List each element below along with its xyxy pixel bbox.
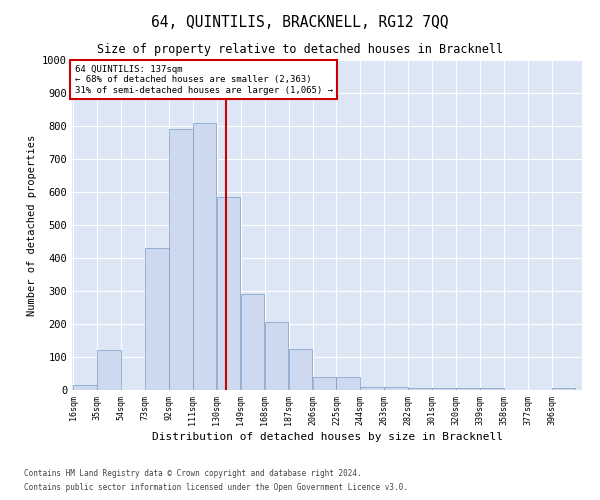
Bar — [480, 388, 503, 390]
Bar — [265, 322, 288, 390]
Text: Contains HM Land Registry data © Crown copyright and database right 2024.: Contains HM Land Registry data © Crown c… — [24, 468, 362, 477]
Bar — [432, 388, 455, 390]
Bar — [552, 388, 575, 390]
Bar — [97, 350, 121, 390]
Bar — [313, 377, 336, 390]
Text: Size of property relative to detached houses in Bracknell: Size of property relative to detached ho… — [97, 42, 503, 56]
Text: 64, QUINTILIS, BRACKNELL, RG12 7QQ: 64, QUINTILIS, BRACKNELL, RG12 7QQ — [151, 15, 449, 30]
Bar — [217, 197, 241, 390]
Bar — [169, 130, 193, 390]
Bar — [145, 248, 169, 390]
Bar — [456, 388, 479, 390]
Y-axis label: Number of detached properties: Number of detached properties — [26, 134, 37, 316]
Bar — [289, 349, 312, 390]
Bar — [384, 386, 408, 390]
Bar — [73, 385, 97, 390]
Bar — [408, 388, 432, 390]
Bar — [193, 122, 217, 390]
Bar — [241, 294, 264, 390]
Text: 64 QUINTILIS: 137sqm
← 68% of detached houses are smaller (2,363)
31% of semi-de: 64 QUINTILIS: 137sqm ← 68% of detached h… — [74, 65, 332, 95]
Text: Contains public sector information licensed under the Open Government Licence v3: Contains public sector information licen… — [24, 484, 408, 492]
Bar — [361, 386, 384, 390]
Bar — [337, 377, 360, 390]
X-axis label: Distribution of detached houses by size in Bracknell: Distribution of detached houses by size … — [151, 432, 503, 442]
